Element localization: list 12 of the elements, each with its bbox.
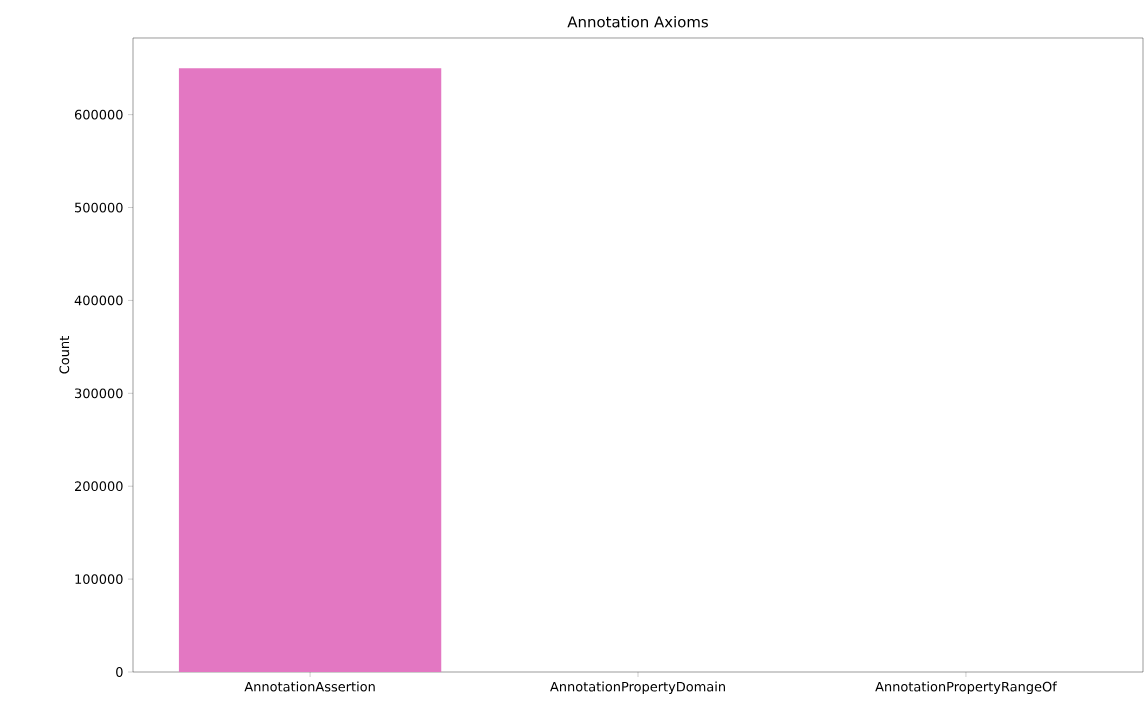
x-tick-label: AnnotationPropertyDomain: [550, 681, 725, 695]
y-tick-label: 0: [116, 667, 123, 677]
x-tick-label: AnnotationAssertion: [244, 681, 375, 692]
y-tick-label: 600000: [74, 109, 123, 120]
y-tick-label: 300000: [75, 388, 123, 399]
y-axis-title: Count: [59, 336, 70, 374]
y-tick-label: 400000: [74, 295, 123, 306]
x-tick-label: AnnotationPropertyRangeOf: [875, 681, 1058, 695]
y-tick-label: 500000: [75, 202, 123, 213]
y-tick-label: 200000: [75, 481, 123, 492]
chart-title: Annotation Axioms: [567, 15, 708, 28]
y-tick-label: 100000: [75, 574, 123, 585]
